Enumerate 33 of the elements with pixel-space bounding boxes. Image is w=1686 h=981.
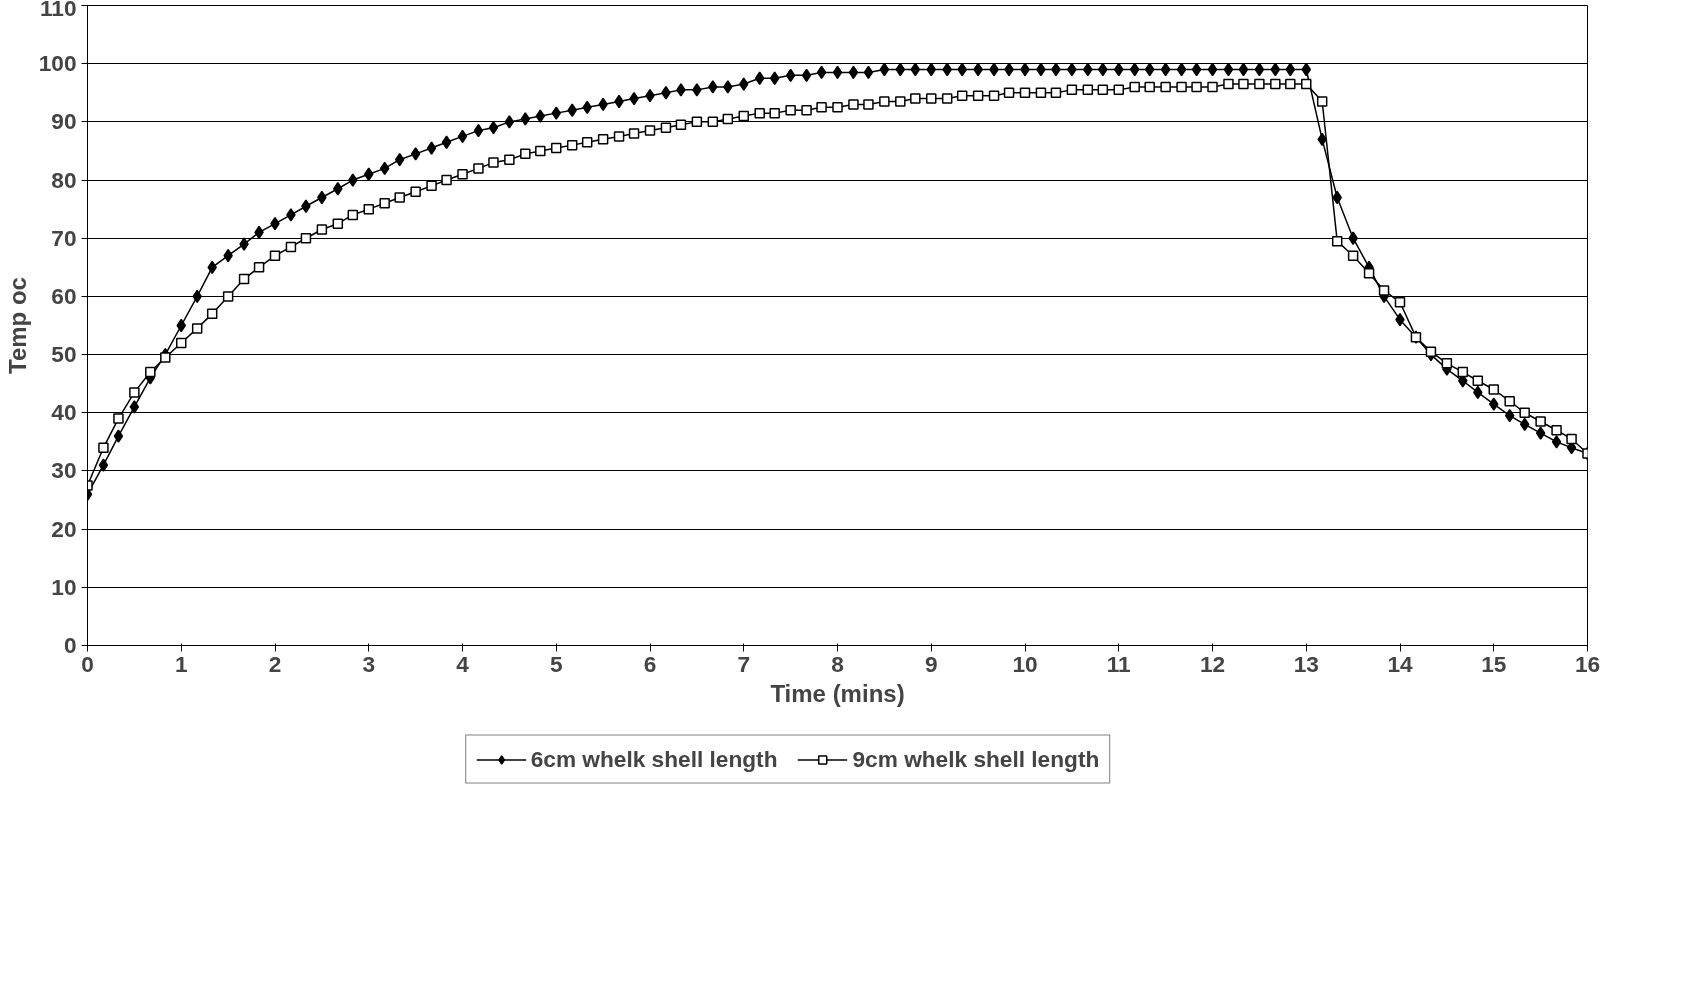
x-tick-label: 9 xyxy=(924,650,938,677)
x-tick-label: 2 xyxy=(268,650,282,677)
y-tick-label: 70 xyxy=(51,224,77,251)
y-tick-label: 10 xyxy=(51,573,77,600)
x-tick-label: 1 xyxy=(174,650,188,677)
x-tick-label: 4 xyxy=(456,650,470,677)
x-tick-label: 0 xyxy=(81,650,94,677)
x-tick-label: 16 xyxy=(1574,650,1601,677)
x-tick-label: 10 xyxy=(1012,650,1038,677)
x-tick-label: 6 xyxy=(643,650,657,677)
y-axis-title: Temp oc xyxy=(3,277,31,374)
y-tick-label: 90 xyxy=(51,108,77,135)
y-tick-label: 50 xyxy=(51,341,77,368)
x-tick-label: 13 xyxy=(1293,650,1319,677)
x-axis-title: Time (mins) xyxy=(770,679,905,707)
x-tick-label: 3 xyxy=(362,650,376,677)
y-tick-label: 80 xyxy=(51,166,77,193)
y-tick-label: 110 xyxy=(39,0,77,21)
x-tick-label: 5 xyxy=(549,650,563,677)
x-tick-label: 14 xyxy=(1387,650,1413,677)
x-tick-label: 12 xyxy=(1199,650,1226,677)
legend-label: 9cm whelk shell length xyxy=(852,745,1100,773)
x-tick-label: 11 xyxy=(1106,650,1131,677)
y-tick-label: 100 xyxy=(38,50,77,77)
y-tick-label: 30 xyxy=(51,457,77,484)
y-tick-label: 40 xyxy=(51,399,77,426)
y-tick-label: 60 xyxy=(51,282,77,309)
legend-label: 6cm whelk shell length xyxy=(530,745,778,773)
x-tick-label: 15 xyxy=(1481,650,1507,677)
y-tick-label: 0 xyxy=(63,632,77,658)
x-tick-label: 7 xyxy=(737,650,751,677)
y-tick-label: 20 xyxy=(51,515,77,542)
x-tick-label: 8 xyxy=(831,650,844,677)
